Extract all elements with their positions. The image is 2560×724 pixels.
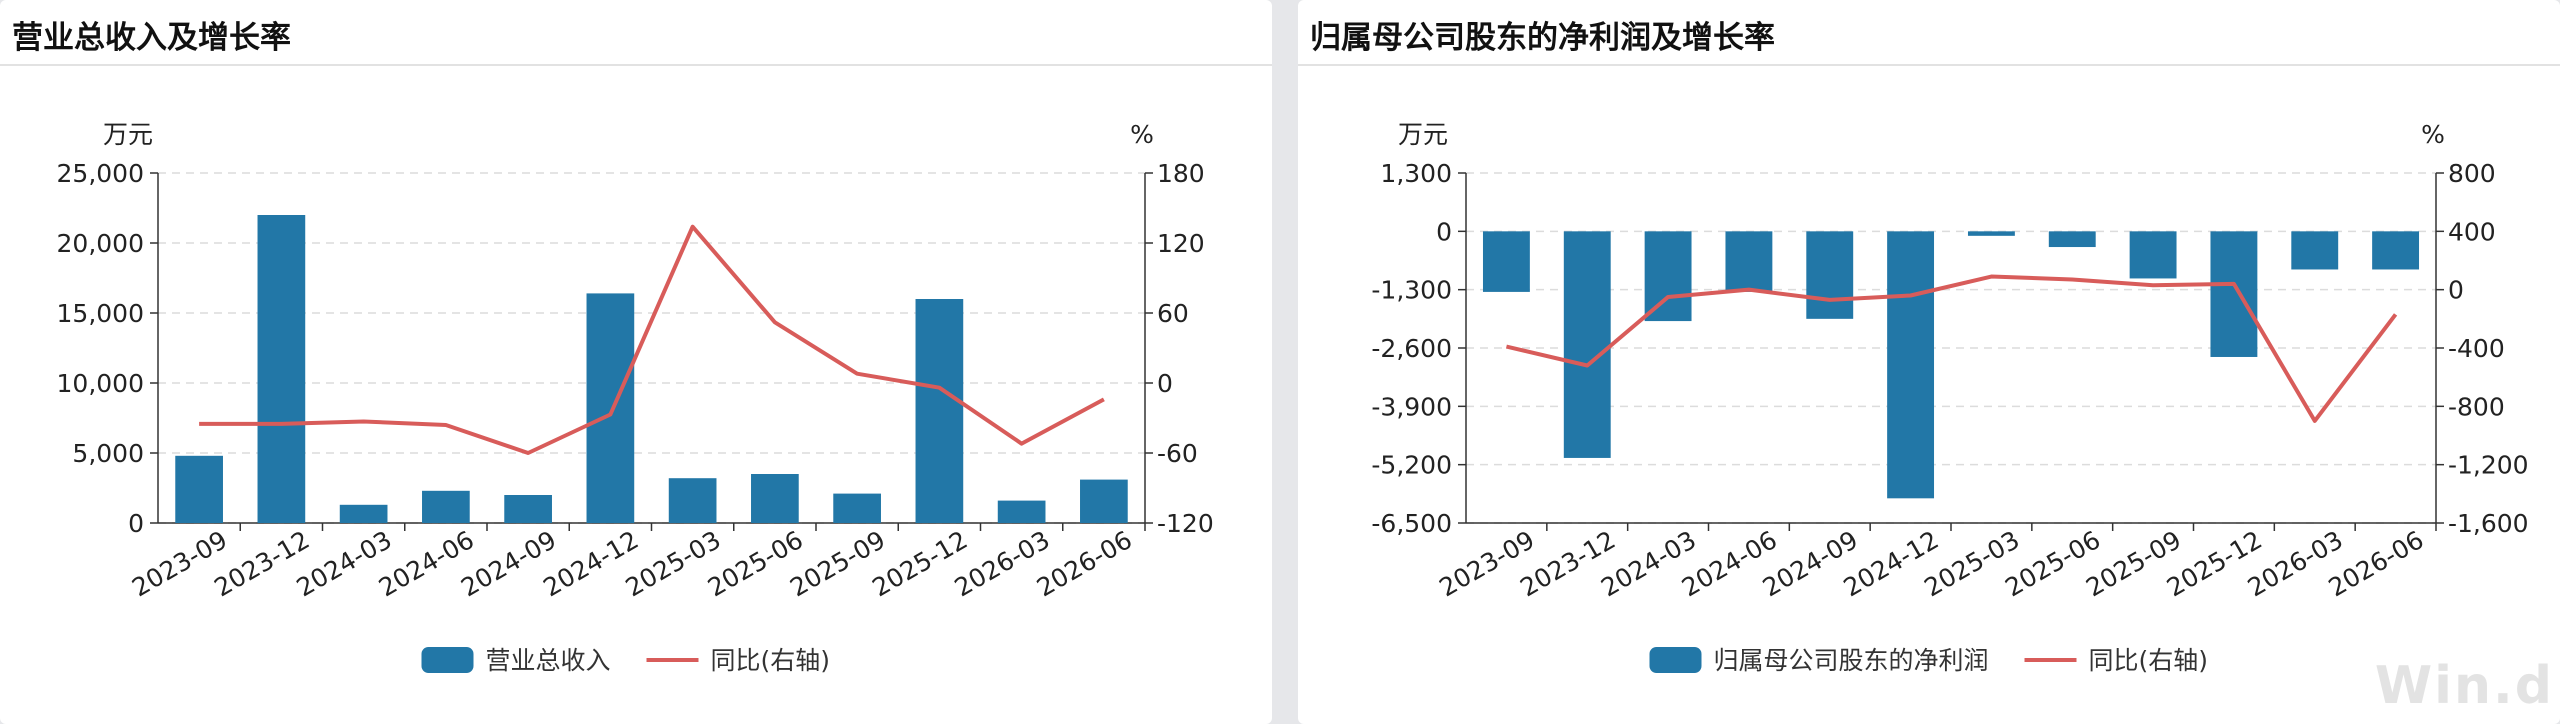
- right-tick-label: 800: [2448, 159, 2496, 188]
- bar: [2291, 231, 2339, 270]
- x-tick-label: 2026-06: [1032, 525, 1137, 602]
- line-series: [1505, 274, 2398, 423]
- right-tick-label: 180: [1157, 159, 1205, 188]
- bar: [175, 455, 223, 523]
- bar: [1967, 231, 2015, 236]
- bar: [1725, 231, 1773, 292]
- left-tick-label: 10,000: [57, 369, 144, 398]
- right-tick-label: 0: [2448, 276, 2464, 305]
- left-tick-label: 0: [1436, 217, 1452, 246]
- bar: [915, 299, 964, 523]
- right-tick-label: -1,200: [2448, 451, 2529, 480]
- right-tick-label: -400: [2448, 334, 2505, 363]
- right-axis-unit: %: [2421, 120, 2445, 149]
- left-tick-label: 1,300: [1380, 159, 1452, 188]
- left-axis-unit: 万元: [103, 120, 153, 149]
- right-tick-label: -1,600: [2448, 509, 2529, 538]
- legend-bar-swatch: [421, 647, 474, 673]
- left-tick-label: 5,000: [72, 439, 144, 468]
- left-axis-unit: 万元: [1398, 120, 1448, 149]
- bar: [1482, 231, 1530, 292]
- right-axis-unit: %: [1130, 120, 1154, 149]
- bar: [504, 495, 552, 523]
- right-tick-label: 400: [2448, 217, 2496, 246]
- panel-title: 营业总收入及增长率: [12, 20, 291, 56]
- legend-line-label: 同比(右轴): [2089, 646, 2209, 675]
- bar: [586, 293, 635, 523]
- bar: [1806, 231, 1854, 319]
- bar: [257, 215, 306, 523]
- bar: [422, 490, 470, 523]
- panel-divider: [0, 64, 1272, 66]
- bar: [833, 493, 881, 523]
- left-tick-label: -5,200: [1371, 451, 1452, 480]
- bar: [2129, 231, 2177, 279]
- bar: [1563, 231, 1611, 458]
- left-tick-label: -3,900: [1371, 392, 1452, 421]
- bar: [997, 500, 1046, 523]
- bar: [2210, 231, 2258, 357]
- left-tick-label: 0: [128, 509, 144, 538]
- line-series: [199, 224, 1105, 455]
- net-profit-panel: 归属母公司股东的净利润及增长率 万元% -6,500 -5,200 -3,900 -2,…: [1298, 0, 2560, 724]
- net-profit-chart: 万元 % -6,500 -5,200 -3,900 -2,600 -1,300 0 1,300 -…: [1371, 120, 2529, 675]
- panel-title: 归属母公司股东的净利润及增长率: [1310, 20, 1775, 56]
- bar: [339, 504, 388, 523]
- legend-bar-swatch: [1649, 647, 1702, 673]
- revenue-chart: 万元 % 0 5,000 10,000 15,000 20,000 25,000 -120 -60…: [57, 120, 1214, 675]
- right-tick-label: 120: [1157, 229, 1205, 258]
- bar: [2372, 231, 2420, 270]
- bar: [1080, 479, 1128, 523]
- bar: [1887, 231, 1935, 499]
- right-tick-label: 0: [1157, 369, 1173, 398]
- left-tick-label: 25,000: [57, 159, 144, 188]
- right-tick-label: -120: [1157, 509, 1214, 538]
- revenue-panel: 营业总收入及增长率 万元% 0 5,000 10,000 15,000 20,000 25,…: [0, 0, 1272, 724]
- left-tick-label: 20,000: [57, 229, 144, 258]
- bar: [751, 474, 799, 523]
- panel-divider: [1298, 64, 2560, 66]
- right-tick-label: -800: [2448, 392, 2505, 421]
- left-tick-label: -1,300: [1371, 276, 1452, 305]
- legend-bar-label: 归属母公司股东的净利润: [1714, 646, 1989, 675]
- bar: [1644, 231, 1692, 322]
- legend-bar-label: 营业总收入: [486, 646, 611, 675]
- bar: [2048, 231, 2096, 248]
- left-tick-label: 15,000: [57, 299, 144, 328]
- bar: [668, 478, 717, 523]
- left-tick-label: -6,500: [1371, 509, 1452, 538]
- watermark: Win.d: [2374, 656, 2554, 716]
- right-tick-label: -60: [1157, 439, 1198, 468]
- right-tick-label: 60: [1157, 299, 1189, 328]
- legend-line-label: 同比(右轴): [711, 646, 831, 675]
- left-tick-label: -2,600: [1371, 334, 1452, 363]
